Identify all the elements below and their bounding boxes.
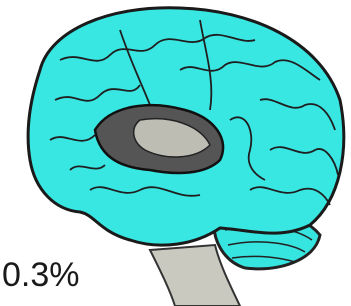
percentage-label: 0.3%	[2, 256, 80, 294]
page: 0.3% (() => { const data = JSON.parse(do…	[0, 0, 351, 306]
brain-illustration: 0.3%	[0, 0, 351, 306]
